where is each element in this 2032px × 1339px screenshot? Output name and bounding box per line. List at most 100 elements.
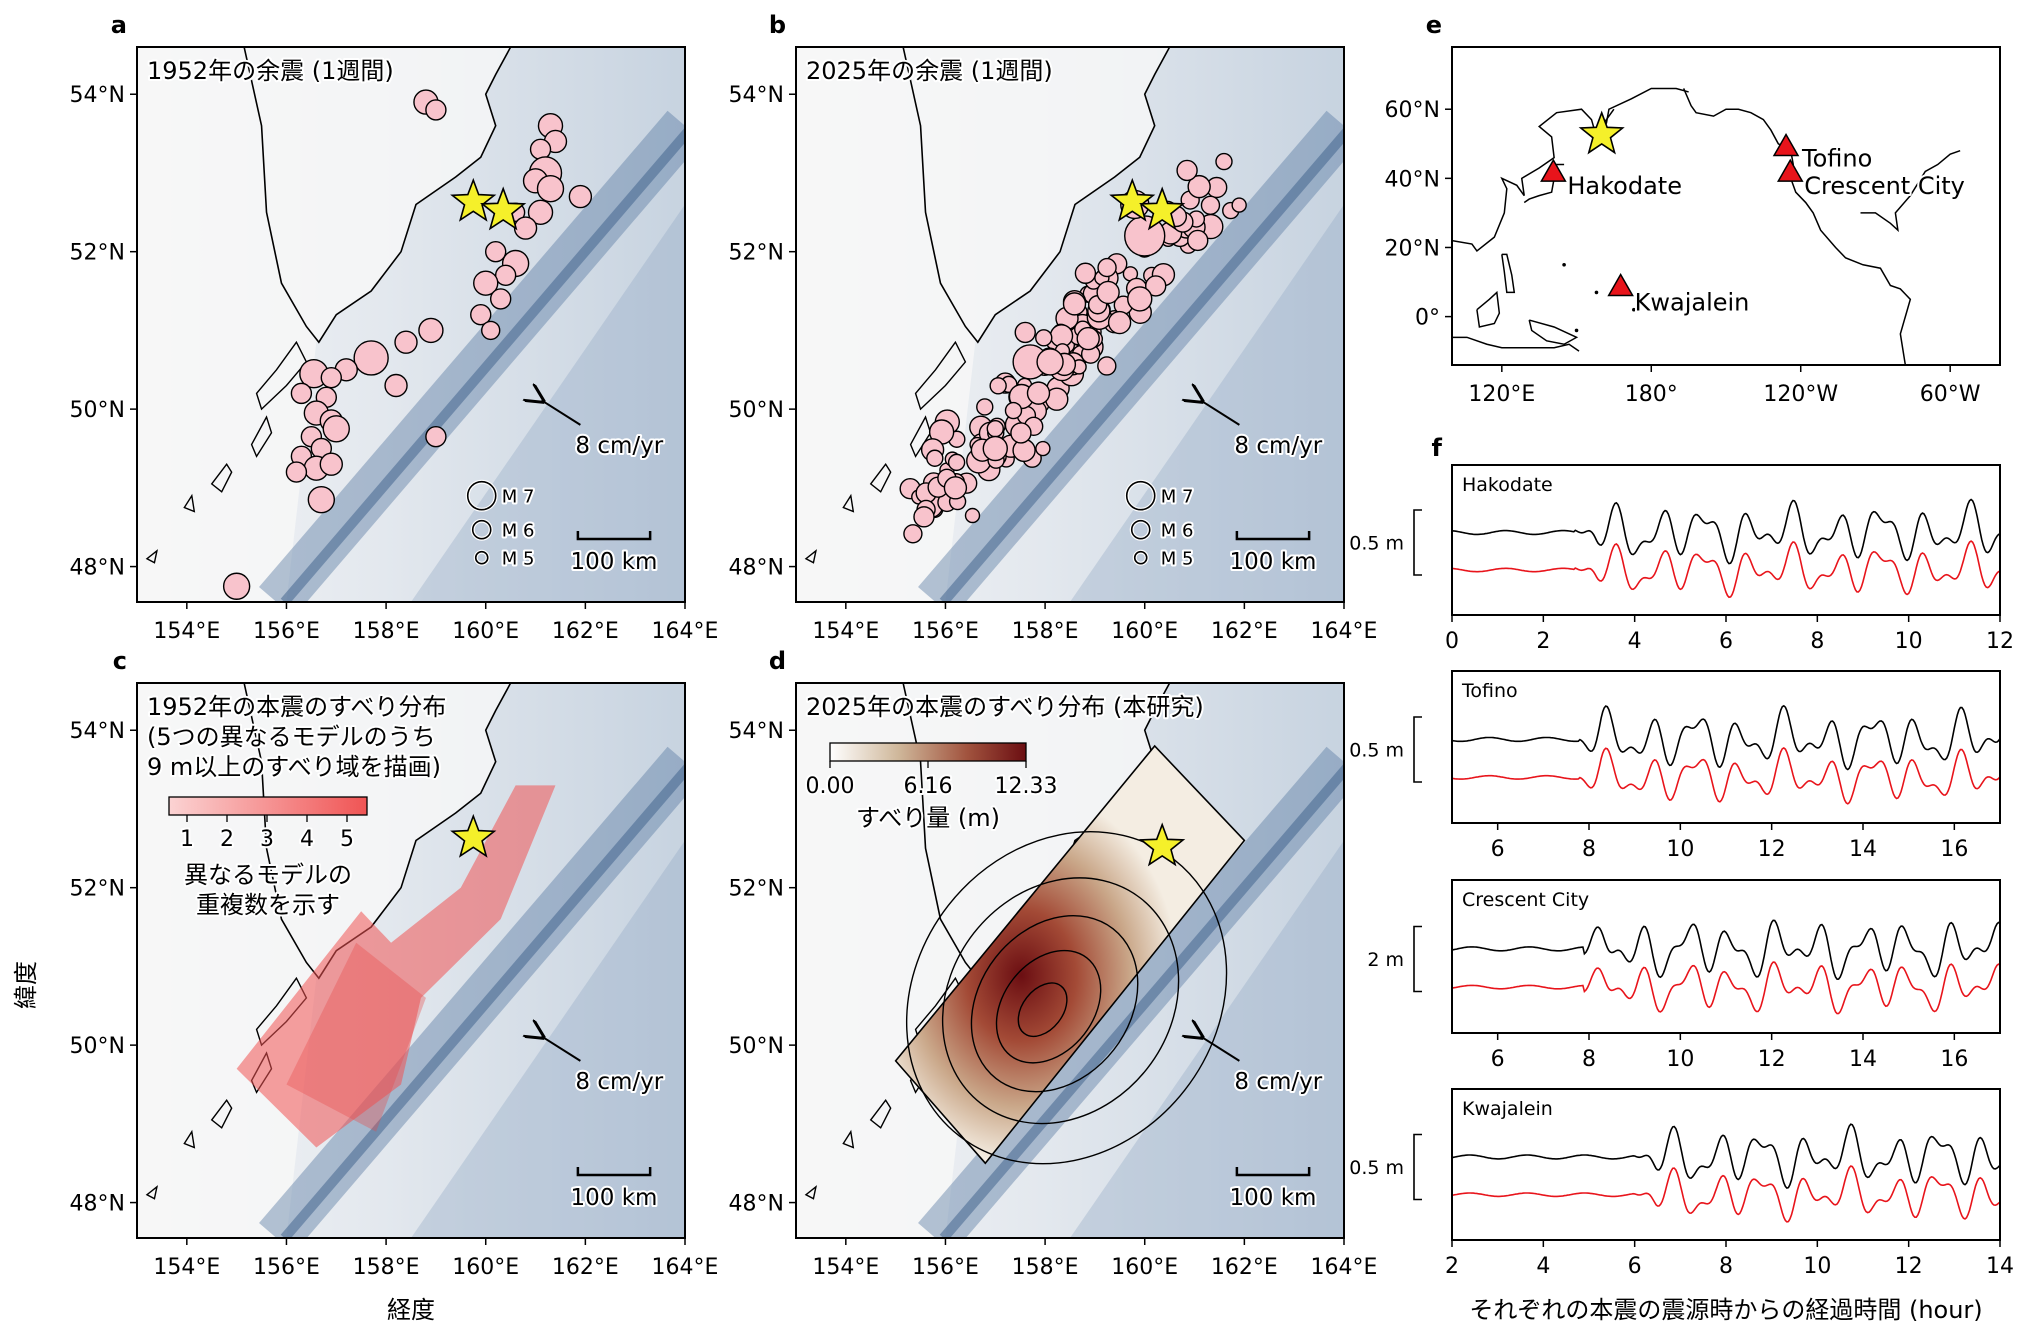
- aftershock-marker: [1097, 356, 1117, 376]
- aftershock-marker: [285, 461, 308, 483]
- scale-bar: [576, 1167, 652, 1177]
- map-frame: [795, 46, 1345, 603]
- epicenter-star: [450, 813, 497, 858]
- aftershock-marker: [384, 373, 408, 398]
- aftershock-marker: [903, 524, 923, 544]
- map-panel-a: 8 cm/yr 100 km M 7 M 6 M 5 1952年の余震 (1週間) 154°…: [70, 11, 719, 644]
- lat-tick-label: 54°N: [70, 83, 125, 108]
- amplitude-scale-bracket: [1413, 509, 1422, 576]
- lon-tick-label: 162°E: [1211, 1255, 1278, 1280]
- map-content: 8 cm/yr 100 km: [137, 683, 685, 1238]
- aftershock-marker: [394, 330, 418, 354]
- slip-overlap-area: [236, 785, 556, 1148]
- lon-tick-label: 162°E: [552, 1255, 619, 1280]
- island-dot: [1574, 328, 1579, 333]
- lon-tick-label: 158°E: [1012, 1255, 1079, 1280]
- time-tick-label: 12: [1758, 1047, 1786, 1072]
- world-frame: [1451, 46, 2001, 366]
- aftershock-marker: [513, 216, 538, 240]
- aftershock-marker: [926, 449, 944, 467]
- size-legend-circle: [471, 519, 492, 540]
- time-tick-label: 2: [1445, 1254, 1459, 1279]
- deep-ocean: [1070, 840, 1344, 1238]
- trench-axis: [280, 127, 685, 602]
- kuril-island: [250, 415, 273, 458]
- velocity-arrow: [542, 1036, 581, 1062]
- epicenter-star: [1578, 110, 1625, 155]
- y-axis-label: 緯度: [12, 961, 40, 1009]
- slip-contour: [995, 949, 1102, 1064]
- tide-frame: [1451, 670, 2001, 824]
- lat-tick-label: 48°N: [70, 1192, 125, 1217]
- lat-tick-label: 40°N: [1385, 167, 1440, 192]
- aftershock-marker: [1187, 174, 1211, 199]
- aftershock-marker: [1074, 262, 1097, 284]
- lon-tick-label: 158°E: [353, 1255, 420, 1280]
- deep-ocean: [411, 840, 685, 1238]
- station-marker-kwajalein: [1607, 273, 1634, 297]
- synthetic-waveform: [1452, 747, 2000, 805]
- aftershock-marker: [1200, 195, 1221, 215]
- trench-band: [259, 746, 685, 1238]
- lon-tick-label: 164°E: [1311, 1255, 1378, 1280]
- lat-tick-label: 54°N: [729, 719, 784, 744]
- station-marker-crescent-city: [1776, 158, 1804, 182]
- aftershock-marker: [307, 485, 336, 514]
- coastline: [902, 47, 1171, 344]
- slip-contour: [1017, 982, 1068, 1038]
- lon-tick-label: 154°E: [153, 619, 220, 644]
- map-frame: [136, 46, 686, 603]
- colorbar-tick-label: 4: [300, 827, 314, 852]
- aftershock-marker: [976, 398, 994, 416]
- kuril-island: [869, 463, 892, 493]
- size-legend-circle: [1133, 550, 1148, 565]
- map-frame: [136, 682, 686, 1239]
- colorbar-tick-label: 2: [220, 827, 234, 852]
- aftershock-marker: [481, 320, 501, 341]
- deep-ocean: [1070, 204, 1344, 602]
- aftershock-marker: [1035, 329, 1053, 347]
- aftershock-marker: [1176, 159, 1198, 182]
- tide-panels: f Hakodate 0.5 m 0 2 4 6 8 10 12 Tofino 0.5 m 6 8 10 12…: [1349, 434, 2014, 1324]
- aftershock-marker: [484, 240, 507, 263]
- time-tick-label: 0: [1445, 629, 1459, 654]
- time-axis-label: それぞれの本震の震源時からの経過時間 (hour): [1469, 1296, 1982, 1324]
- time-tick-label: 10: [1666, 1047, 1694, 1072]
- map-panel-e: Tofino Hakodate Crescent City Kwajalein 60°N…: [1385, 11, 2001, 407]
- kuril-island: [869, 1099, 892, 1129]
- aftershock-marker: [494, 264, 517, 286]
- tide-panel-1: Tofino 0.5 m 6 8 10 12 14 16: [1349, 670, 2001, 862]
- panel-title: 2025年の本震のすべり分布 (本研究): [806, 693, 1204, 721]
- velocity-label: 8 cm/yr: [575, 1069, 663, 1095]
- world-content: Tofino Hakodate Crescent City Kwajalein: [1452, 87, 1967, 365]
- time-tick-label: 16: [1940, 1047, 1968, 1072]
- size-legend-label: M 7: [502, 487, 535, 508]
- lat-tick-label: 50°N: [729, 1034, 784, 1059]
- kuril-island: [914, 340, 967, 411]
- aftershock-marker: [322, 415, 350, 443]
- lon-tick-label: 164°E: [1311, 619, 1378, 644]
- lon-tick-label: 162°E: [552, 619, 619, 644]
- tide-content: [1452, 919, 2000, 1015]
- kuril-island: [804, 549, 818, 564]
- lon-tick-label: 60°W: [1920, 382, 1981, 407]
- aftershock-marker: [320, 366, 342, 389]
- aftershock-marker: [529, 138, 552, 161]
- lon-tick-label: 154°E: [812, 619, 879, 644]
- velocity-label: 8 cm/yr: [1234, 433, 1322, 459]
- tide-content: [1452, 704, 2000, 805]
- lat-tick-label: 20°N: [1385, 236, 1440, 261]
- lon-tick-label: 120°W: [1763, 382, 1838, 407]
- observed-waveform: [1452, 919, 2000, 981]
- size-legend-label: M 6: [1161, 521, 1194, 542]
- lon-tick-label: 156°E: [912, 1255, 979, 1280]
- tide-station-label: Kwajalein: [1462, 1098, 1553, 1120]
- lat-tick-label: 60°N: [1385, 98, 1440, 123]
- station-marker-tofino: [1772, 133, 1800, 157]
- island-dot: [1562, 262, 1566, 267]
- map-content: 8 cm/yr 100 km M 7 M 6 M 5: [137, 47, 685, 602]
- colorbar-label: すべり量 (m): [856, 804, 1000, 832]
- aftershock-marker: [536, 175, 565, 203]
- aftershock-marker: [1010, 422, 1032, 444]
